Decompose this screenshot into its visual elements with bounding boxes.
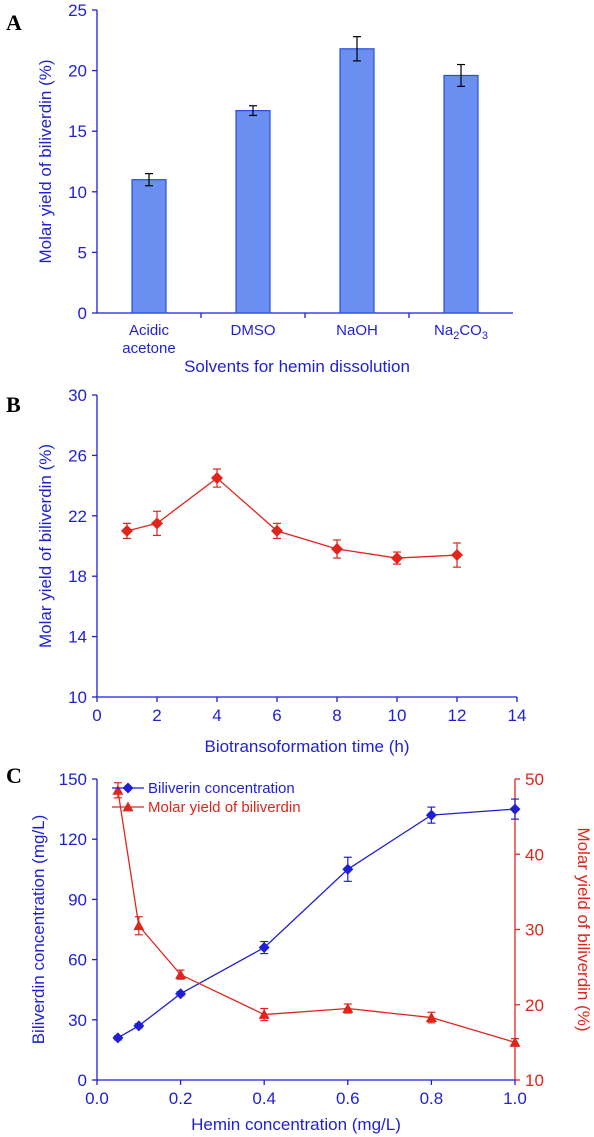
c-y-axis-title-right: Molar yield of biliverdin (%) [574,827,593,1031]
c-series-1-point [112,1032,124,1044]
c-x-tick-label: 0.8 [420,1089,444,1108]
b-x-tick-label: 14 [508,706,527,725]
c-x-tick-label: 0.2 [169,1089,193,1108]
a-x-tick-label: NaOH [336,322,378,339]
c-series-2-point [258,1009,270,1019]
c-series-2-point [112,784,124,795]
b-point [151,517,163,530]
c-y-tick-label-left: 90 [68,890,87,909]
b-y-tick-label: 14 [68,628,87,647]
a-y-axis-title: Molar yield of biliverdin (%) [36,59,55,263]
c-x-tick-label: 0.4 [252,1089,276,1108]
c-legend-marker-1 [122,782,134,794]
c-y-tick-label-left: 0 [78,1071,87,1090]
a-bar [443,74,479,314]
c-y-tick-label-left: 150 [59,770,87,789]
b-y-tick-label: 10 [68,688,87,707]
a-bar [131,179,167,314]
c-y-axis-title-left: Biliverdin concentration (mg/L) [29,815,48,1045]
panel-label-a: A [6,10,22,35]
c-series-1-point [509,803,521,815]
b-x-tick-label: 12 [448,706,467,725]
a-x-axis-title: Solvents for hemin dissolution [184,357,410,376]
b-y-tick-label: 26 [68,446,87,465]
c-series-2-point [342,1003,354,1013]
c-series-2-line [117,790,516,1043]
a-y-tick-label: 25 [68,1,87,20]
b-x-tick-label: 6 [272,706,281,725]
c-x-tick-label: 1.0 [503,1089,527,1108]
c-series-1-point [133,1020,145,1032]
b-y-tick-label: 18 [68,567,87,586]
a-x-tick-label: Acidic [129,322,170,339]
c-series-1-point [258,942,270,954]
b-y-tick-label: 22 [68,507,87,526]
c-series-2-point [175,969,187,980]
b-y-axis-title: Molar yield of biliverdin (%) [36,444,55,648]
a-y-tick-label: 15 [68,122,87,141]
a-bar [235,109,271,314]
c-series-1-line [117,808,516,1039]
c-y-tick-label-left: 30 [68,1011,87,1030]
c-series-1-point [175,988,187,1000]
a-y-tick-label: 20 [68,62,87,81]
c-series-2-point [425,1012,437,1022]
b-y-tick-label: 30 [68,386,87,405]
c-y-tick-label-left: 60 [68,951,87,970]
b-series-line [126,477,458,559]
a-y-tick-label: 5 [78,243,87,262]
b-point [271,524,283,537]
c-series-2-point [133,920,145,931]
a-bar [339,48,375,314]
panel-label-c: C [6,763,22,788]
b-point [391,552,403,565]
c-y-tick-label-right: 10 [525,1071,544,1090]
c-series-1-point [425,809,437,821]
b-x-tick-label: 4 [212,706,221,725]
chart-c: 0 30 60 90 120 150 10 20 30 40 50 0.0 0.2 0.4 0.6 0.8 1.… [29,770,593,1134]
c-y-tick-label-right: 20 [525,996,544,1015]
a-x-tick-label: DMSO [231,322,276,339]
a-x-tick-label: Na2CO3 [434,322,488,342]
b-x-tick-label: 2 [152,706,161,725]
a-y-tick-label: 10 [68,183,87,202]
c-legend-label-1: Biliverin concentration [148,780,295,797]
c-x-tick-label: 0.6 [336,1089,360,1108]
c-y-tick-label-left: 120 [59,830,87,849]
c-x-axis-title: Hemin concentration (mg/L) [191,1115,401,1134]
a-y-tick-label: 0 [78,304,87,323]
b-x-tick-label: 10 [388,706,407,725]
c-y-tick-label-right: 50 [525,770,544,789]
c-series-2-point [509,1036,521,1047]
c-legend-label-2: Molar yield of biliverdin [148,799,301,816]
b-point [331,543,343,556]
b-x-tick-label: 0 [92,706,101,725]
c-y-tick-label-right: 40 [525,845,544,864]
b-point [451,549,463,562]
c-y-tick-label-right: 30 [525,921,544,940]
c-x-tick-label: 0.0 [85,1089,109,1108]
c-legend-marker-2 [122,801,134,812]
panel-label-b: B [6,392,21,417]
b-x-tick-label: 8 [332,706,341,725]
b-point [211,472,223,485]
c-series-1-point [342,863,354,875]
b-x-axis-title: Biotransoformation time (h) [204,737,409,756]
b-point [121,524,133,537]
chart-b: 10 14 18 22 26 30 0 2 4 6 8 10 12 14 Biotransoformatio… [36,386,526,756]
a-x-tick-label: acetone [122,340,175,357]
